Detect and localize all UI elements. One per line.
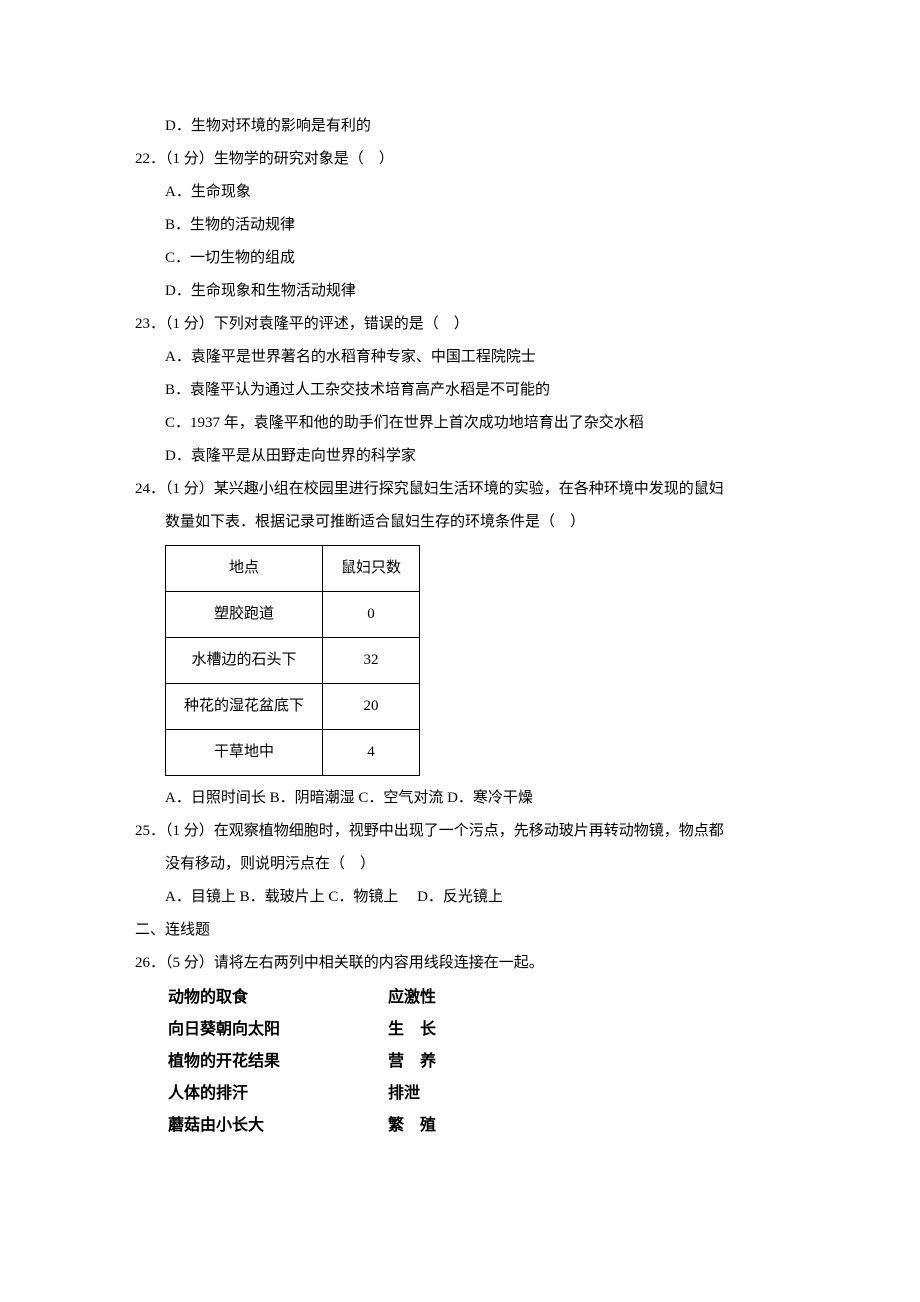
q23-option-d: D．袁隆平是从田野走向世界的科学家 [120,440,800,473]
table-row: 水槽边的石头下 32 [166,638,420,684]
table-cell-count: 4 [323,730,420,776]
q25-options: A．目镜上 B．载玻片上 C．物镜上 D．反光镜上 [120,881,800,914]
page: D．生物对环境的影响是有利的 22．（1 分）生物学的研究对象是（ ） A．生命… [0,0,920,1302]
match-right: 应激性 [388,982,508,1014]
match-row: 人体的排汗 排泄 [168,1078,508,1110]
match-right: 营 养 [388,1046,508,1078]
table-row: 干草地中 4 [166,730,420,776]
match-row: 动物的取食 应激性 [168,982,508,1014]
match-left: 向日葵朝向太阳 [168,1014,388,1046]
q25-stem-line2: 没有移动，则说明污点在（ ） [120,848,800,881]
q23-stem: 23．（1 分）下列对袁隆平的评述，错误的是（ ） [120,308,800,341]
match-right: 繁 殖 [388,1110,508,1142]
match-left: 蘑菇由小长大 [168,1110,388,1142]
table-cell-location: 塑胶跑道 [166,592,323,638]
q22-stem: 22．（1 分）生物学的研究对象是（ ） [120,143,800,176]
match-right: 排泄 [388,1078,508,1110]
table-cell-location: 干草地中 [166,730,323,776]
match-row: 向日葵朝向太阳 生 长 [168,1014,508,1046]
q22-option-b: B．生物的活动规律 [120,209,800,242]
table-row: 种花的湿花盆底下 20 [166,684,420,730]
q24-stem-line2: 数量如下表．根据记录可推断适合鼠妇生存的环境条件是（ ） [120,506,800,539]
q23-option-b: B．袁隆平认为通过人工杂交技术培育高产水稻是不可能的 [120,374,800,407]
q24-stem-line1: 24．（1 分）某兴趣小组在校园里进行探究鼠妇生活环境的实验，在各种环境中发现的… [120,473,800,506]
table-cell-location: 种花的湿花盆底下 [166,684,323,730]
q21-option-d: D．生物对环境的影响是有利的 [120,110,800,143]
table-cell-count: 0 [323,592,420,638]
q24-options: A．日照时间长 B．阴暗潮湿 C．空气对流 D．寒冷干燥 [120,782,800,815]
table-row: 塑胶跑道 0 [166,592,420,638]
q25-stem-line1: 25．（1 分）在观察植物细胞时，视野中出现了一个污点，先移动玻片再转动物镜，物… [120,815,800,848]
match-left: 动物的取食 [168,982,388,1014]
table-cell-location: 水槽边的石头下 [166,638,323,684]
match-right: 生 长 [388,1014,508,1046]
match-row: 植物的开花结果 营 养 [168,1046,508,1078]
table-header-location: 地点 [166,546,323,592]
q26-match-table: 动物的取食 应激性 向日葵朝向太阳 生 长 植物的开花结果 营 养 人体的排汗 … [168,982,508,1142]
match-row: 蘑菇由小长大 繁 殖 [168,1110,508,1142]
q23-option-c: C．1937 年，袁隆平和他的助手们在世界上首次成功地培育出了杂交水稻 [120,407,800,440]
table-header-row: 地点 鼠妇只数 [166,546,420,592]
q22-option-c: C．一切生物的组成 [120,242,800,275]
table-cell-count: 20 [323,684,420,730]
section-2-heading: 二、连线题 [120,914,800,947]
q22-option-a: A．生命现象 [120,176,800,209]
q23-option-a: A．袁隆平是世界著名的水稻育种专家、中国工程院院士 [120,341,800,374]
table-cell-count: 32 [323,638,420,684]
table-header-count: 鼠妇只数 [323,546,420,592]
match-left: 植物的开花结果 [168,1046,388,1078]
q24-table: 地点 鼠妇只数 塑胶跑道 0 水槽边的石头下 32 种花的湿花盆底下 20 干草… [165,545,420,776]
q26-stem: 26．（5 分）请将左右两列中相关联的内容用线段连接在一起。 [120,947,800,980]
q22-option-d: D．生命现象和生物活动规律 [120,275,800,308]
match-left: 人体的排汗 [168,1078,388,1110]
